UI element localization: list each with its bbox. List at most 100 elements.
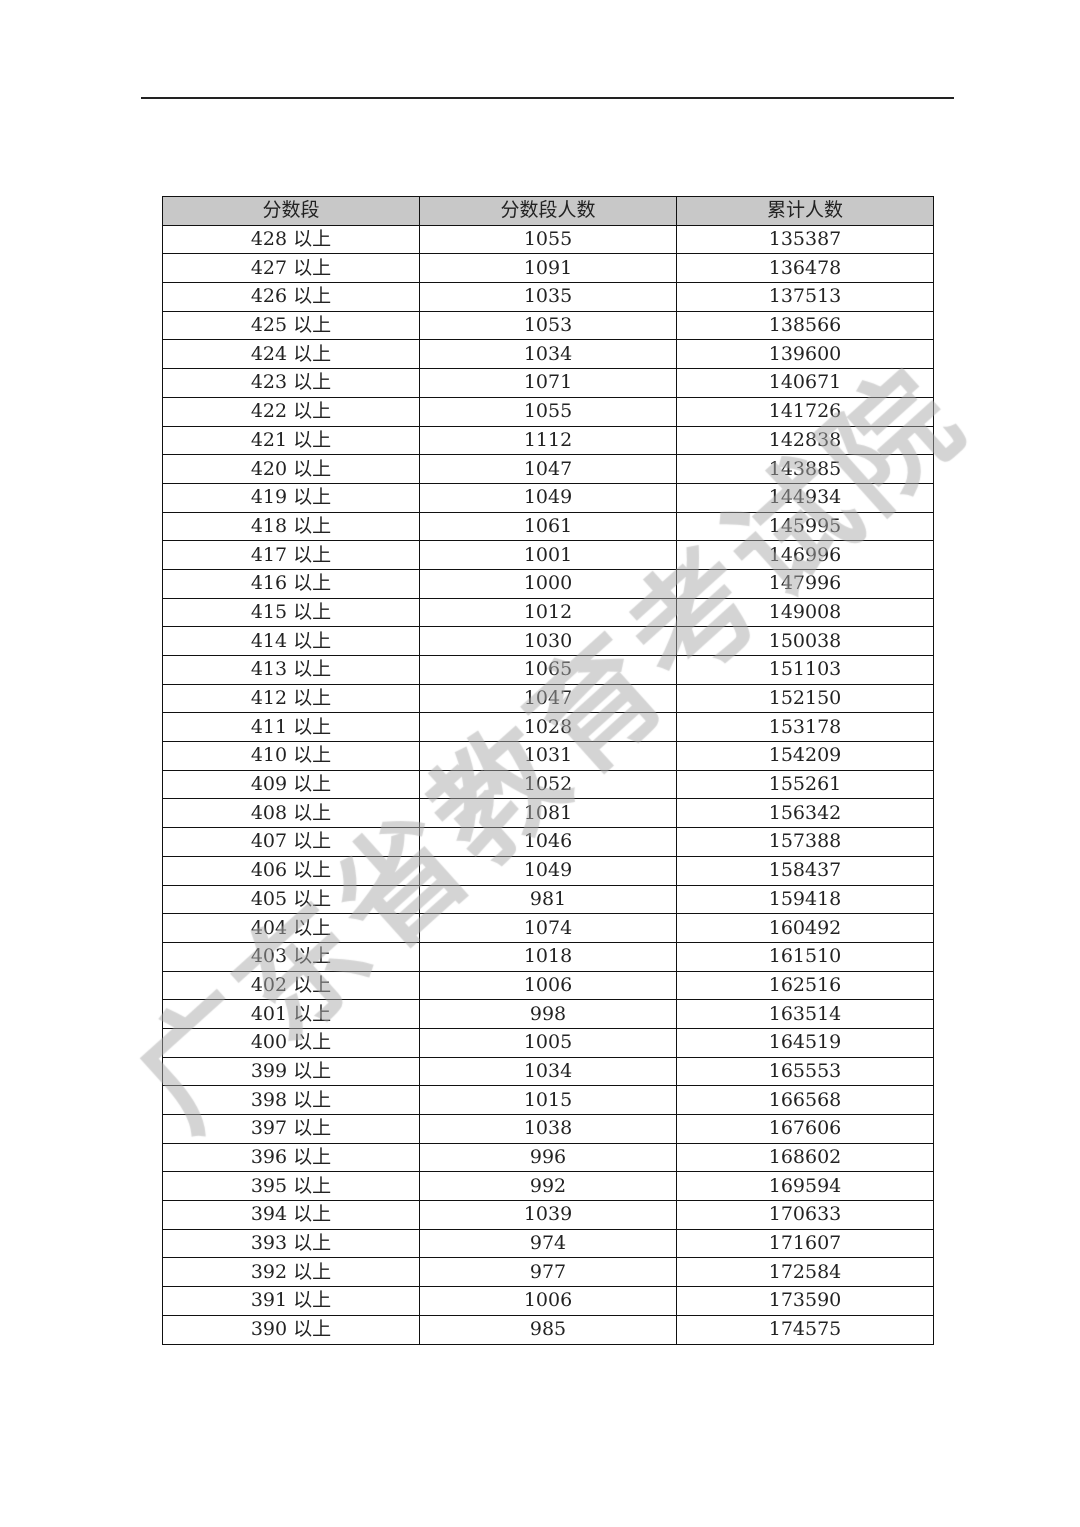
cell-cumulative: 146996: [676, 540, 934, 570]
cell-count: 1001: [419, 540, 677, 570]
table-row: 414 以上 1030 150038: [162, 626, 934, 656]
cell-score-range: 410 以上: [162, 741, 420, 771]
cell-score-range: 428 以上: [162, 224, 420, 255]
cell-score-range: 405 以上: [162, 884, 420, 915]
cell-score-range: 422 以上: [162, 396, 420, 427]
cell-cumulative: 171607: [676, 1228, 934, 1259]
cell-score-range: 420 以上: [162, 454, 420, 484]
cell-cumulative: 168602: [676, 1142, 934, 1173]
table-row: 409 以上 1052 155261: [162, 769, 934, 800]
table-row: 394 以上 1039 170633: [162, 1200, 934, 1230]
cell-count: 1046: [419, 827, 677, 857]
cell-count: 1065: [419, 655, 677, 685]
cell-cumulative: 162516: [676, 970, 934, 1001]
cell-count: 1034: [419, 1056, 677, 1087]
cell-count: 998: [419, 999, 677, 1029]
cell-cumulative: 169594: [676, 1171, 934, 1202]
table-row: 404 以上 1074 160492: [162, 913, 934, 943]
cell-cumulative: 156342: [676, 798, 934, 829]
cell-cumulative: 164519: [676, 1027, 934, 1058]
cell-cumulative: 159418: [676, 884, 934, 915]
cell-score-range: 392 以上: [162, 1257, 420, 1288]
cell-count: 1006: [419, 970, 677, 1001]
cell-cumulative: 140671: [676, 368, 934, 398]
cell-cumulative: 149008: [676, 597, 934, 628]
cell-count: 981: [419, 884, 677, 915]
cell-count: 1047: [419, 454, 677, 484]
table-row: 403 以上 1018 161510: [162, 941, 934, 972]
cell-count: 974: [419, 1228, 677, 1259]
cell-cumulative: 174575: [676, 1314, 934, 1345]
cell-cumulative: 151103: [676, 655, 934, 685]
cell-score-range: 426 以上: [162, 282, 420, 312]
table-row: 399 以上 1034 165553: [162, 1056, 934, 1087]
cell-score-range: 408 以上: [162, 798, 420, 829]
cell-cumulative: 160492: [676, 913, 934, 943]
cell-count: 1081: [419, 798, 677, 829]
cell-cumulative: 155261: [676, 769, 934, 800]
cell-cumulative: 139600: [676, 339, 934, 370]
table-row: 416 以上 1000 147996: [162, 568, 934, 599]
table-row: 401 以上 998 163514: [162, 999, 934, 1029]
cell-cumulative: 158437: [676, 855, 934, 886]
cell-count: 1005: [419, 1027, 677, 1058]
table-row: 407 以上 1046 157388: [162, 827, 934, 857]
cell-score-range: 411 以上: [162, 712, 420, 743]
cell-cumulative: 135387: [676, 224, 934, 255]
table-row: 420 以上 1047 143885: [162, 454, 934, 484]
score-table: 分数段 分数段人数 累计人数 428 以上 1055 135387 427 以上 109…: [162, 196, 934, 1345]
cell-score-range: 409 以上: [162, 769, 420, 800]
cell-score-range: 395 以上: [162, 1171, 420, 1202]
cell-score-range: 403 以上: [162, 941, 420, 972]
table-row: 392 以上 977 172584: [162, 1257, 934, 1288]
cell-cumulative: 152150: [676, 683, 934, 714]
table-row: 411 以上 1028 153178: [162, 712, 934, 743]
cell-score-range: 402 以上: [162, 970, 420, 1001]
cell-count: 1034: [419, 339, 677, 370]
cell-score-range: 390 以上: [162, 1314, 420, 1345]
table-row: 393 以上 974 171607: [162, 1228, 934, 1259]
table-row: 415 以上 1012 149008: [162, 597, 934, 628]
cell-cumulative: 170633: [676, 1200, 934, 1230]
cell-score-range: 396 以上: [162, 1142, 420, 1173]
cell-cumulative: 161510: [676, 941, 934, 972]
cell-score-range: 399 以上: [162, 1056, 420, 1087]
cell-count: 1038: [419, 1114, 677, 1144]
table-row: 417 以上 1001 146996: [162, 540, 934, 570]
cell-score-range: 406 以上: [162, 855, 420, 886]
table-row: 397 以上 1038 167606: [162, 1114, 934, 1144]
cell-score-range: 401 以上: [162, 999, 420, 1029]
cell-cumulative: 172584: [676, 1257, 934, 1288]
cell-score-range: 393 以上: [162, 1228, 420, 1259]
cell-score-range: 425 以上: [162, 310, 420, 341]
cell-count: 1112: [419, 425, 677, 456]
cell-score-range: 419 以上: [162, 482, 420, 513]
cell-score-range: 404 以上: [162, 913, 420, 943]
cell-count: 1071: [419, 368, 677, 398]
cell-score-range: 407 以上: [162, 827, 420, 857]
cell-cumulative: 143885: [676, 454, 934, 484]
header-count: 分数段人数: [419, 196, 677, 226]
cell-score-range: 418 以上: [162, 511, 420, 542]
cell-score-range: 391 以上: [162, 1286, 420, 1316]
cell-cumulative: 141726: [676, 396, 934, 427]
table-row: 398 以上 1015 166568: [162, 1085, 934, 1115]
cell-count: 1035: [419, 282, 677, 312]
table-row: 402 以上 1006 162516: [162, 970, 934, 1001]
table-row: 410 以上 1031 154209: [162, 741, 934, 771]
cell-count: 985: [419, 1314, 677, 1345]
table-row: 421 以上 1112 142838: [162, 425, 934, 456]
cell-count: 1018: [419, 941, 677, 972]
cell-cumulative: 157388: [676, 827, 934, 857]
cell-count: 1000: [419, 568, 677, 599]
cell-score-range: 412 以上: [162, 683, 420, 714]
cell-cumulative: 165553: [676, 1056, 934, 1087]
cell-count: 1074: [419, 913, 677, 943]
table-row: 428 以上 1055 135387: [162, 224, 934, 255]
header-cumulative: 累计人数: [676, 196, 934, 226]
cell-score-range: 400 以上: [162, 1027, 420, 1058]
table-row: 418 以上 1061 145995: [162, 511, 934, 542]
table-row: 413 以上 1065 151103: [162, 655, 934, 685]
cell-count: 1055: [419, 396, 677, 427]
cell-cumulative: 153178: [676, 712, 934, 743]
